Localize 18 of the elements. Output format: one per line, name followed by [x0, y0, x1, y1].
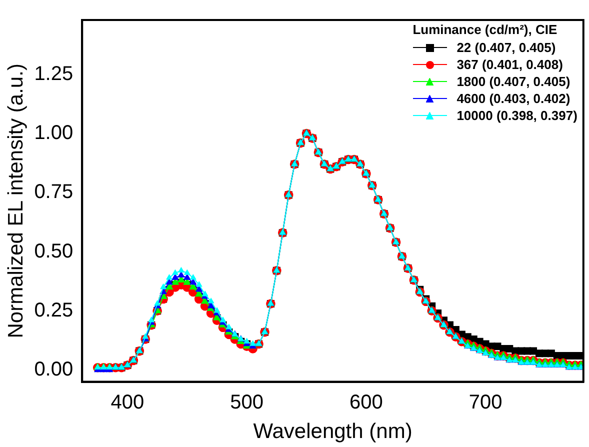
x-tick-label: 600 [349, 391, 383, 414]
legend-label: 1800 (0.407, 0.405) [456, 74, 570, 89]
x-tick-label: 700 [468, 391, 502, 414]
y-tick-label: 0.50 [34, 240, 74, 262]
y-tick-label: 1.00 [34, 122, 74, 144]
y-tick-label: 1.25 [34, 62, 74, 85]
legend-title: Luminance (cd/m²), CIE [412, 22, 558, 37]
legend-label: 10000 (0.398, 0.397) [456, 108, 578, 123]
y-axis-title: Normalized EL intensity (a.u.) [4, 64, 28, 338]
y-tick-label: 0.75 [34, 181, 74, 204]
x-axis-title: Wavelength (nm) [253, 420, 412, 444]
legend-label: 367 (0.401, 0.408) [456, 57, 563, 72]
legend-label: 4600 (0.403, 0.402) [456, 91, 570, 106]
y-tick-label: 0.00 [34, 358, 74, 380]
legend-label: 22 (0.407, 0.405) [456, 40, 556, 55]
x-tick-label: 500 [230, 391, 264, 414]
y-tick-label: 0.25 [34, 299, 74, 322]
x-tick-label: 400 [110, 391, 144, 414]
